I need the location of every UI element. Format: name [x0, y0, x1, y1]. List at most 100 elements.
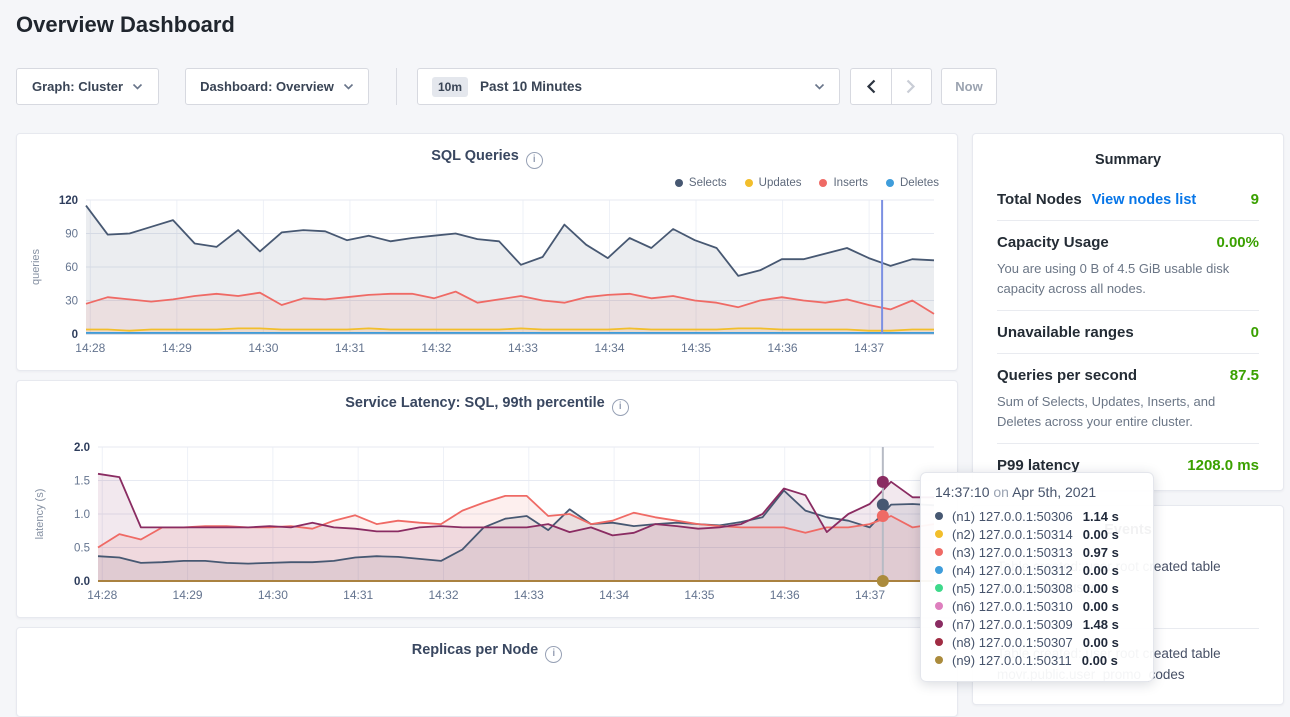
tooltip-rows: (n1) 127.0.0.1:503061.14 s (n2) 127.0.0.1… — [935, 507, 1139, 669]
service-latency-card: Service Latency: SQL, 99th percentilei 1… — [16, 380, 958, 618]
svg-text:14:32: 14:32 — [421, 341, 451, 355]
svg-text:14:31: 14:31 — [335, 341, 365, 355]
series-color-dot-icon — [935, 530, 943, 538]
svg-text:14:37: 14:37 — [854, 341, 884, 355]
svg-text:14:30: 14:30 — [258, 588, 288, 602]
tooltip-node-label: (n8) 127.0.0.1:50307 — [952, 635, 1073, 650]
summary-row-description: Sum of Selects, Updates, Inserts, and De… — [997, 392, 1259, 431]
svg-text:90: 90 — [65, 229, 78, 241]
summary-row: Capacity Usage 0.00% You are using 0 B of … — [997, 220, 1259, 310]
time-range-label: Past 10 Minutes — [480, 79, 582, 94]
svg-text:120: 120 — [59, 195, 78, 207]
svg-text:0: 0 — [72, 329, 78, 341]
replicas-chart-title: Replicas per Node — [412, 642, 539, 658]
sql-queries-chart-title: SQL Queries — [431, 148, 519, 164]
summary-row-label: Total Nodes — [997, 191, 1082, 208]
view-nodes-list-link[interactable]: View nodes list — [1092, 192, 1197, 208]
series-color-dot-icon — [935, 512, 943, 520]
tooltip-node-value: 0.00 s — [1083, 563, 1119, 578]
tooltip-node-value: 0.00 s — [1083, 635, 1119, 650]
summary-row-value: 9 — [1251, 191, 1259, 208]
tooltip-time: 14:37:10 — [935, 484, 990, 500]
chevron-down-icon — [814, 83, 825, 90]
svg-text:30: 30 — [65, 296, 78, 308]
summary-row-label: Capacity Usage — [997, 234, 1109, 251]
summary-row-value: 1208.0 ms — [1187, 457, 1259, 474]
series-color-dot-icon — [935, 656, 943, 664]
svg-text:1.0: 1.0 — [74, 509, 90, 521]
chevron-down-icon — [132, 83, 143, 90]
svg-text:14:29: 14:29 — [162, 341, 192, 355]
chart-title: Service Latency: SQL, 99th percentilei — [17, 395, 957, 416]
tooltip-row: (n5) 127.0.0.1:503080.00 s — [935, 579, 1139, 597]
summary-row-label: Unavailable ranges — [997, 324, 1134, 341]
summary-row: Total Nodes View nodes list 9 — [997, 178, 1259, 220]
info-icon[interactable]: i — [612, 399, 629, 416]
series-color-dot-icon — [935, 620, 943, 628]
dashboard-dropdown-label: Dashboard: Overview — [200, 79, 334, 94]
tooltip-node-value: 0.00 s — [1083, 599, 1119, 614]
tooltip-node-label: (n4) 127.0.0.1:50312 — [952, 563, 1073, 578]
now-button[interactable]: Now — [941, 68, 997, 105]
svg-text:14:29: 14:29 — [173, 588, 203, 602]
svg-text:14:28: 14:28 — [87, 588, 117, 602]
svg-text:14:36: 14:36 — [770, 588, 800, 602]
summary-row: Unavailable ranges 0 — [997, 310, 1259, 353]
tooltip-row: (n8) 127.0.0.1:50307 0.00 s — [935, 633, 1139, 651]
time-step-buttons — [850, 68, 932, 105]
chart-title: Replicas per Node i — [17, 642, 957, 663]
summary-row-description: You are using 0 B of 4.5 GiB usable disk… — [997, 259, 1259, 298]
summary-row-value: 0 — [1251, 324, 1259, 341]
tooltip-node-value: 0.97 s — [1083, 545, 1119, 560]
svg-text:14:35: 14:35 — [684, 588, 714, 602]
chart-hover-tooltip: 14:37:10 on Apr 5th, 2021 (n1) 127.0.0.1… — [920, 472, 1154, 682]
tooltip-node-value: 0.00 s — [1082, 653, 1118, 668]
svg-text:14:37: 14:37 — [855, 588, 885, 602]
replicas-per-node-card: Replicas per Node i — [16, 627, 958, 717]
info-icon[interactable]: i — [526, 152, 543, 169]
svg-text:14:34: 14:34 — [594, 341, 624, 355]
tooltip-node-label: (n6) 127.0.0.1:50310 — [952, 599, 1073, 614]
tooltip-timestamp: 14:37:10 on Apr 5th, 2021 — [935, 484, 1139, 500]
sql-queries-card: SQL Queriesi SelectsUpdatesInsertsDelete… — [16, 133, 958, 371]
svg-text:latency (s): latency (s) — [34, 489, 46, 540]
time-range-picker[interactable]: 10m Past 10 Minutes — [417, 68, 840, 105]
time-range-badge: 10m — [432, 77, 468, 97]
tooltip-row: (n1) 127.0.0.1:503061.14 s — [935, 507, 1139, 525]
service-latency-chart[interactable]: 14:2814:2914:3014:3114:3214:3314:3414:35… — [17, 433, 957, 611]
svg-text:2.0: 2.0 — [74, 442, 90, 454]
summary-rows: Total Nodes View nodes list 9 Capacity Usag… — [973, 168, 1283, 486]
next-time-button[interactable] — [891, 69, 932, 104]
summary-row-value: 87.5 — [1230, 367, 1259, 384]
tooltip-node-value: 0.00 s — [1083, 581, 1119, 596]
tooltip-row: (n3) 127.0.0.1:503130.97 s — [935, 543, 1139, 561]
previous-time-button[interactable] — [851, 69, 891, 104]
tooltip-row: (n9) 127.0.0.1:503110.00 s — [935, 651, 1139, 669]
svg-text:14:32: 14:32 — [428, 588, 458, 602]
summary-row-value: 0.00% — [1216, 234, 1259, 251]
tooltip-node-value: 1.48 s — [1083, 617, 1119, 632]
dashboard-dropdown[interactable]: Dashboard: Overview — [185, 68, 369, 105]
chevron-down-icon — [343, 83, 354, 90]
chart-title: SQL Queries i — [17, 148, 957, 169]
toolbar-divider — [396, 68, 397, 105]
tooltip-conjunction: on — [993, 484, 1009, 500]
series-color-dot-icon — [935, 584, 943, 592]
svg-text:60: 60 — [65, 262, 78, 274]
svg-text:0.0: 0.0 — [74, 576, 90, 588]
tooltip-node-label: (n7) 127.0.0.1:50309 — [952, 617, 1073, 632]
tooltip-node-label: (n2) 127.0.0.1:50314 — [952, 527, 1073, 542]
sql-queries-chart[interactable]: 14:2814:2914:3014:3114:3214:3314:3414:35… — [17, 186, 957, 364]
series-color-dot-icon — [935, 638, 943, 646]
svg-text:queries: queries — [30, 248, 42, 285]
svg-text:14:35: 14:35 — [681, 341, 711, 355]
svg-text:1.5: 1.5 — [74, 476, 90, 488]
tooltip-node-value: 1.14 s — [1083, 509, 1119, 524]
info-icon[interactable]: i — [545, 646, 562, 663]
summary-panel: Summary Total NodesView nodes list9Capac… — [972, 133, 1284, 491]
series-color-dot-icon — [935, 566, 943, 574]
summary-row: Queries per second87.5Sum of Selects, Up… — [997, 353, 1259, 443]
chevron-left-icon — [866, 79, 876, 94]
graph-dropdown[interactable]: Graph: Cluster — [16, 68, 159, 105]
tooltip-row: (n4) 127.0.0.1:50312 0.00 s — [935, 561, 1139, 579]
